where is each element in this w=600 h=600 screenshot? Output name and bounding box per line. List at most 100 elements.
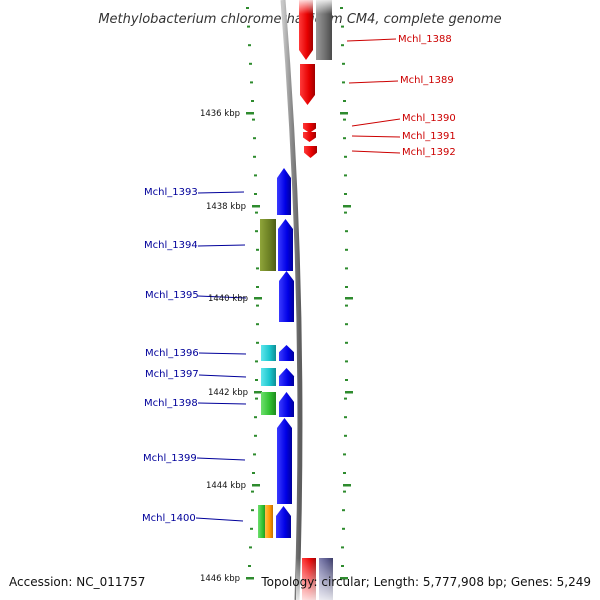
minor-tick xyxy=(246,7,249,9)
major-tick xyxy=(252,205,260,208)
gene-leader-line xyxy=(198,352,247,355)
gene-leader-line xyxy=(197,295,247,299)
minor-tick xyxy=(254,193,257,195)
gene-label-reverse[interactable]: Mchl_1394 xyxy=(144,240,198,251)
gene-arrow-mchl-1400 xyxy=(276,506,291,538)
tick-label: 1446 kbp xyxy=(200,574,240,584)
minor-tick xyxy=(249,546,252,549)
gene-arrow-mchl-1392 xyxy=(304,146,317,158)
gene-label-reverse[interactable]: Mchl_1397 xyxy=(145,369,199,380)
minor-tick xyxy=(255,211,258,214)
gene-leader-line xyxy=(351,135,401,138)
gene-label-reverse[interactable]: Mchl_1393 xyxy=(144,187,198,198)
gene-arrow-mchl-1390 xyxy=(303,123,316,133)
minor-tick xyxy=(342,509,345,512)
tick-label: 1442 kbp xyxy=(208,388,248,398)
minor-tick xyxy=(342,527,345,530)
gene-leader-line xyxy=(351,118,401,127)
major-tick xyxy=(345,391,353,394)
minor-tick xyxy=(345,323,348,326)
major-tick xyxy=(340,577,348,580)
gene-label-forward[interactable]: Mchl_1391 xyxy=(402,131,456,142)
gene-arrow-mchl-1397 xyxy=(279,368,294,386)
minor-tick xyxy=(345,304,348,307)
minor-tick xyxy=(251,509,254,512)
minor-tick xyxy=(344,155,347,158)
gene-leader-line xyxy=(351,150,401,154)
minor-tick xyxy=(253,453,256,456)
minor-tick xyxy=(341,546,344,549)
gene-features xyxy=(258,0,333,600)
gene-arrow-mchl-1393 xyxy=(277,168,291,215)
gene-labels: Mchl_1388 Mchl_1389 Mchl_1390 Mchl_1391 Mchl… xyxy=(142,34,456,524)
gene-label-forward[interactable]: Mchl_1389 xyxy=(400,75,454,86)
gene-arrow-mchl-1388 xyxy=(299,20,313,60)
gene-leader-line xyxy=(197,191,245,194)
gene-label-reverse[interactable]: Mchl_1399 xyxy=(143,453,197,464)
minor-tick xyxy=(254,174,257,177)
tick-label: 1438 kbp xyxy=(206,202,246,212)
minor-tick xyxy=(248,44,251,47)
minor-tick xyxy=(345,286,348,288)
major-tick xyxy=(254,297,262,300)
minor-tick xyxy=(250,81,253,84)
minor-tick xyxy=(343,472,346,474)
major-tick xyxy=(340,112,348,115)
gene-block-mchl-1400-orange xyxy=(265,505,273,538)
gene-label-forward[interactable]: Mchl_1390 xyxy=(402,113,456,124)
minor-tick xyxy=(342,81,345,84)
gene-label-forward[interactable]: Mchl_1392 xyxy=(402,147,456,158)
major-tick xyxy=(246,112,254,115)
gene-arrow-mchl-1389 xyxy=(300,64,315,105)
minor-tick xyxy=(251,490,254,493)
gene-label-reverse[interactable]: Mchl_1395 xyxy=(145,290,199,301)
minor-tick xyxy=(341,565,344,567)
minor-tick xyxy=(344,174,347,177)
gene-leader-line xyxy=(196,457,246,461)
gene-block-mchl-1400-green xyxy=(258,505,266,538)
major-tick xyxy=(343,484,351,487)
major-tick xyxy=(345,297,353,300)
top-fade xyxy=(296,0,336,14)
position-labels: 1436 kbp 1438 kbp 1440 kbp 1442 kbp 1444 kbp… xyxy=(200,109,248,584)
minor-tick xyxy=(253,155,256,158)
minor-tick xyxy=(343,453,346,456)
minor-tick xyxy=(343,490,346,493)
minor-tick xyxy=(345,267,348,270)
gene-label-forward[interactable]: Mchl_1388 xyxy=(398,34,452,45)
minor-tick xyxy=(256,304,259,307)
minor-tick xyxy=(343,137,346,140)
minor-tick xyxy=(340,7,343,9)
gene-label-reverse[interactable]: Mchl_1396 xyxy=(145,348,199,359)
gene-leader-line xyxy=(195,517,244,522)
minor-tick xyxy=(345,379,348,381)
major-tick xyxy=(343,205,351,208)
tick-label: 1444 kbp xyxy=(206,481,246,491)
gene-label-reverse[interactable]: Mchl_1400 xyxy=(142,513,196,524)
minor-tick xyxy=(344,397,347,400)
minor-tick xyxy=(256,267,259,270)
minor-tick xyxy=(255,230,258,233)
tick-label: 1440 kbp xyxy=(208,294,248,304)
gene-arrow-mchl-1391 xyxy=(303,132,316,142)
gene-label-reverse[interactable]: Mchl_1398 xyxy=(144,398,198,409)
minor-tick xyxy=(248,565,251,567)
minor-tick xyxy=(256,248,259,251)
minor-tick xyxy=(250,527,253,530)
minor-tick xyxy=(251,100,254,102)
gene-block-gray xyxy=(316,20,332,60)
gene-arrow-mchl-1395 xyxy=(279,271,294,322)
minor-tick xyxy=(256,286,259,288)
gene-leader-line xyxy=(197,402,247,405)
minor-tick xyxy=(254,434,257,437)
tick-label: 1436 kbp xyxy=(200,109,240,119)
minor-tick xyxy=(341,44,344,47)
minor-tick xyxy=(345,341,348,344)
gene-leader-line xyxy=(348,80,399,84)
topology-label: Topology: circular; Length: 5,777,908 bp… xyxy=(260,575,591,589)
minor-tick xyxy=(341,25,344,28)
gene-arrow-mchl-1399 xyxy=(277,418,292,504)
minor-tick xyxy=(249,62,252,65)
